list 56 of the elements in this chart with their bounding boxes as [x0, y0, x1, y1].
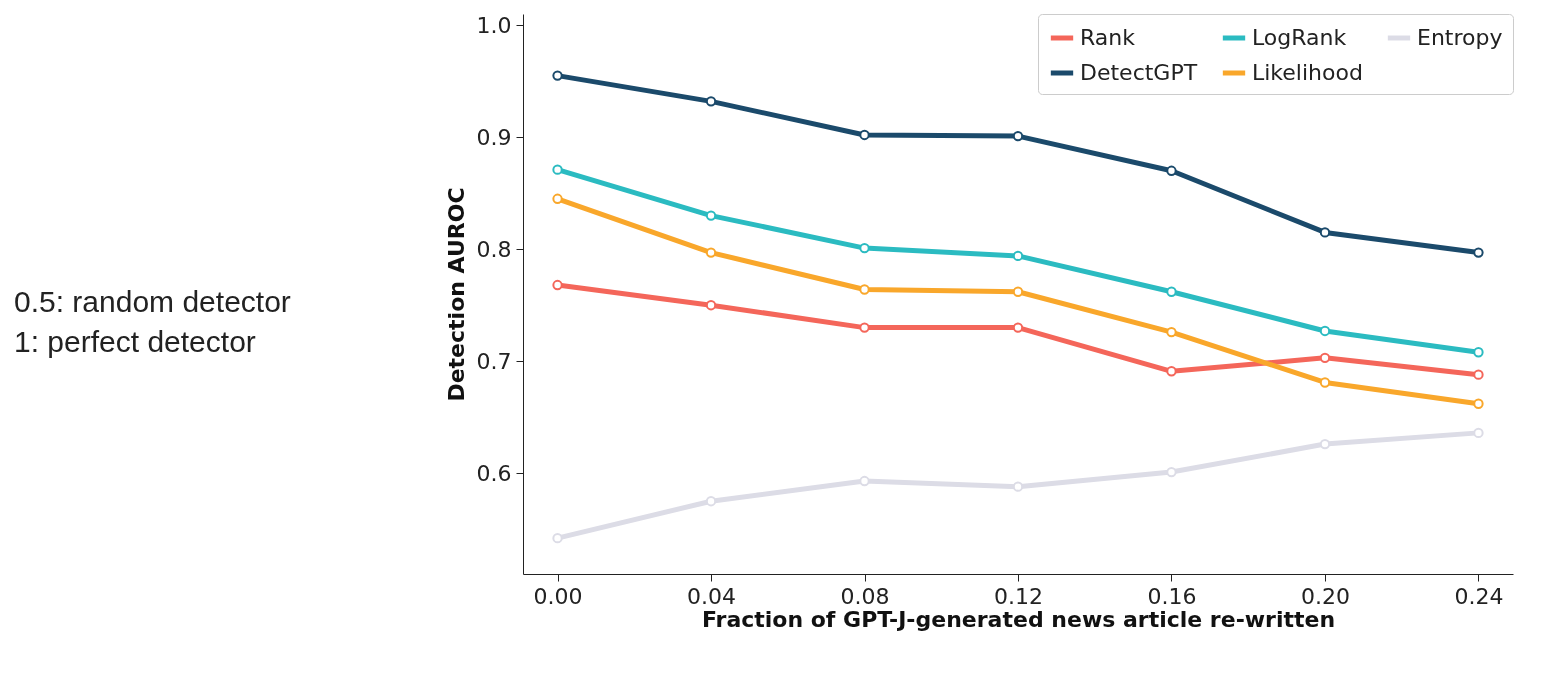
- y-tick-label: 0.6: [476, 460, 512, 486]
- point: [1319, 325, 1331, 337]
- point: [1166, 466, 1177, 478]
- point: [859, 322, 870, 333]
- y-tick-label: 0.7: [476, 348, 512, 374]
- point: [1473, 427, 1484, 439]
- legend-label: Likelihood: [1252, 60, 1363, 85]
- point: [1012, 250, 1024, 262]
- legend-label: Entropy: [1417, 25, 1503, 50]
- point: [705, 96, 717, 107]
- point: [1473, 398, 1484, 409]
- legend-label: LogRank: [1252, 25, 1347, 50]
- x-tick-label: 0.08: [840, 583, 890, 609]
- x-axis-title: Fraction of GPT-J-generated news article re-written: [701, 606, 1336, 632]
- point: [859, 475, 870, 487]
- point: [1166, 286, 1177, 297]
- point: [1473, 369, 1484, 380]
- point: [705, 496, 717, 507]
- point: [1012, 286, 1024, 297]
- y-tick-label: 0.9: [476, 124, 512, 150]
- point: [859, 129, 870, 141]
- point: [1473, 247, 1484, 258]
- point: [1012, 130, 1024, 142]
- point: [1319, 227, 1331, 238]
- point: [552, 70, 563, 81]
- x-tick-label: 0.24: [1454, 583, 1504, 609]
- point: [552, 532, 563, 544]
- point: [1319, 352, 1331, 364]
- y-axis-title: Detection AUROC: [443, 187, 469, 402]
- point: [705, 300, 717, 311]
- x-tick-label: 0.00: [533, 583, 583, 609]
- point: [552, 279, 563, 291]
- legend-label: Rank: [1080, 25, 1136, 50]
- y-tick-label: 0.8: [476, 236, 512, 262]
- point: [1166, 326, 1177, 338]
- point: [705, 247, 717, 258]
- point: [859, 284, 870, 295]
- text: 1: perfect detector: [14, 324, 257, 360]
- point: [705, 210, 717, 221]
- point: [1166, 165, 1177, 176]
- point: [1473, 347, 1484, 358]
- text: 0.5: random detector: [14, 284, 291, 320]
- x-tick-label: 0.12: [994, 583, 1043, 609]
- x-tick-label: 0.04: [687, 583, 737, 609]
- point: [1012, 322, 1024, 333]
- point: [1166, 366, 1177, 377]
- legend-label: DetectGPT: [1080, 60, 1198, 85]
- point: [552, 164, 563, 175]
- y-tick-label: 1.0: [476, 12, 512, 38]
- point: [1319, 438, 1331, 450]
- x-tick-label: 0.16: [1147, 583, 1197, 609]
- point: [1319, 377, 1331, 388]
- x-tick-label: 0.20: [1300, 583, 1350, 609]
- point: [859, 242, 870, 254]
- point: [1012, 481, 1024, 492]
- point: [552, 193, 563, 204]
